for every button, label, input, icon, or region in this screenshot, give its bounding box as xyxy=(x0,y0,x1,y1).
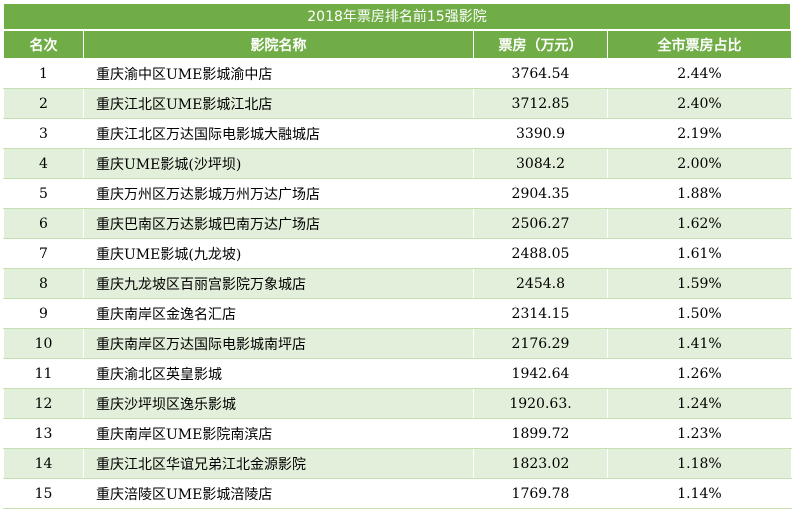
share-cell: 2.00% xyxy=(607,148,792,179)
table-row: 15 重庆涪陵区UME影城涪陵店 1769.78 1.14% xyxy=(3,478,792,509)
cinema-name-cell: 重庆UME影城(九龙坡) xyxy=(83,238,474,269)
box-office-cell: 1769.78 xyxy=(473,478,608,509)
table-row: 5 重庆万州区万达影城万州万达广场店 2904.35 1.88% xyxy=(3,178,792,209)
share-cell: 2.44% xyxy=(607,58,792,89)
box-office-cell: 3084.2 xyxy=(473,148,608,179)
box-office-cell: 1942.64 xyxy=(473,358,608,389)
table-row: 8 重庆九龙坡区百丽宫影院万象城店 2454.8 1.59% xyxy=(3,268,792,299)
header-row: 名次 影院名称 票房（万元） 全市票房占比 xyxy=(3,30,792,59)
rank-cell: 2 xyxy=(3,88,84,119)
box-office-cell: 1823.02 xyxy=(473,448,608,479)
rank-cell: 4 xyxy=(3,148,84,179)
cinema-name-cell: 重庆沙坪坝区逸乐影城 xyxy=(83,388,474,419)
table-row: 7 重庆UME影城(九龙坡) 2488.05 1.61% xyxy=(3,238,792,269)
share-cell: 1.88% xyxy=(607,178,792,209)
table-row: 14 重庆江北区华谊兄弟江北金源影院 1823.02 1.18% xyxy=(3,448,792,479)
cinema-name-cell: 重庆渝北区英皇影城 xyxy=(83,358,474,389)
rank-cell: 9 xyxy=(3,298,84,329)
cinema-name-cell: 重庆万州区万达影城万州万达广场店 xyxy=(83,178,474,209)
header-cinema-name: 影院名称 xyxy=(83,30,474,59)
box-office-cell: 2314.15 xyxy=(473,298,608,329)
box-office-cell: 3764.54 xyxy=(473,58,608,89)
box-office-cell: 2176.29 xyxy=(473,328,608,359)
share-cell: 1.23% xyxy=(607,418,792,449)
share-cell: 1.62% xyxy=(607,208,792,239)
rank-cell: 12 xyxy=(3,388,84,419)
rank-cell: 10 xyxy=(3,328,84,359)
table-row: 11 重庆渝北区英皇影城 1942.64 1.26% xyxy=(3,358,792,389)
cinema-name-cell: 重庆渝中区UME影城渝中店 xyxy=(83,58,474,89)
table-row: 10 重庆南岸区万达国际电影城南坪店 2176.29 1.41% xyxy=(3,328,792,359)
rank-cell: 1 xyxy=(3,58,84,89)
table-row: 4 重庆UME影城(沙坪坝) 3084.2 2.00% xyxy=(3,148,792,179)
box-office-cell: 1899.72 xyxy=(473,418,608,449)
rank-cell: 13 xyxy=(3,418,84,449)
share-cell: 1.61% xyxy=(607,238,792,269)
share-cell: 2.19% xyxy=(607,118,792,149)
table-row: 13 重庆南岸区UME影院南滨店 1899.72 1.23% xyxy=(3,418,792,449)
box-office-cell: 2454.8 xyxy=(473,268,608,299)
rank-cell: 14 xyxy=(3,448,84,479)
cinema-name-cell: 重庆江北区万达国际电影城大融城店 xyxy=(83,118,474,149)
box-office-cell: 2506.27 xyxy=(473,208,608,239)
table-row: 12 重庆沙坪坝区逸乐影城 1920.63. 1.24% xyxy=(3,388,792,419)
cinema-name-cell: 重庆九龙坡区百丽宫影院万象城店 xyxy=(83,268,474,299)
header-box-office: 票房（万元） xyxy=(473,30,608,59)
share-cell: 1.50% xyxy=(607,298,792,329)
box-office-cell: 3712.85 xyxy=(473,88,608,119)
table-row: 3 重庆江北区万达国际电影城大融城店 3390.9 2.19% xyxy=(3,118,792,149)
share-cell: 1.59% xyxy=(607,268,792,299)
rank-cell: 5 xyxy=(3,178,84,209)
share-cell: 1.18% xyxy=(607,448,792,479)
table-row: 9 重庆南岸区金逸名汇店 2314.15 1.50% xyxy=(3,298,792,329)
header-city-share: 全市票房占比 xyxy=(607,30,792,59)
table-row: 2 重庆江北区UME影城江北店 3712.85 2.40% xyxy=(3,88,792,119)
box-office-cell: 2488.05 xyxy=(473,238,608,269)
rank-cell: 6 xyxy=(3,208,84,239)
cinema-name-cell: 重庆UME影城(沙坪坝) xyxy=(83,148,474,179)
cinema-name-cell: 重庆江北区华谊兄弟江北金源影院 xyxy=(83,448,474,479)
header-rank: 名次 xyxy=(3,30,84,59)
share-cell: 1.26% xyxy=(607,358,792,389)
box-office-cell: 1920.63. xyxy=(473,388,608,419)
rank-cell: 15 xyxy=(3,478,84,509)
cinema-name-cell: 重庆巴南区万达影城巴南万达广场店 xyxy=(83,208,474,239)
table-row: 1 重庆渝中区UME影城渝中店 3764.54 2.44% xyxy=(3,58,792,89)
rank-cell: 11 xyxy=(3,358,84,389)
share-cell: 1.14% xyxy=(607,478,792,509)
ranking-table-container: 2018年票房排名前15强影院 名次 影院名称 票房（万元） 全市票房占比 1 … xyxy=(3,3,792,513)
rank-cell: 7 xyxy=(3,238,84,269)
table-title: 2018年票房排名前15强影院 xyxy=(3,3,791,30)
box-office-cell: 2904.35 xyxy=(473,178,608,209)
share-cell: 2.40% xyxy=(607,88,792,119)
box-office-cell: 3390.9 xyxy=(473,118,608,149)
rank-cell: 3 xyxy=(3,118,84,149)
cinema-name-cell: 重庆南岸区万达国际电影城南坪店 xyxy=(83,328,474,359)
share-cell: 1.24% xyxy=(607,388,792,419)
cinema-name-cell: 重庆南岸区UME影院南滨店 xyxy=(83,418,474,449)
share-cell: 1.41% xyxy=(607,328,792,359)
cinema-name-cell: 重庆江北区UME影城江北店 xyxy=(83,88,474,119)
rank-cell: 8 xyxy=(3,268,84,299)
table-row: 6 重庆巴南区万达影城巴南万达广场店 2506.27 1.62% xyxy=(3,208,792,239)
cinema-name-cell: 重庆南岸区金逸名汇店 xyxy=(83,298,474,329)
ranking-table: 名次 影院名称 票房（万元） 全市票房占比 1 重庆渝中区UME影城渝中店 37… xyxy=(3,30,792,509)
cinema-name-cell: 重庆涪陵区UME影城涪陵店 xyxy=(83,478,474,509)
